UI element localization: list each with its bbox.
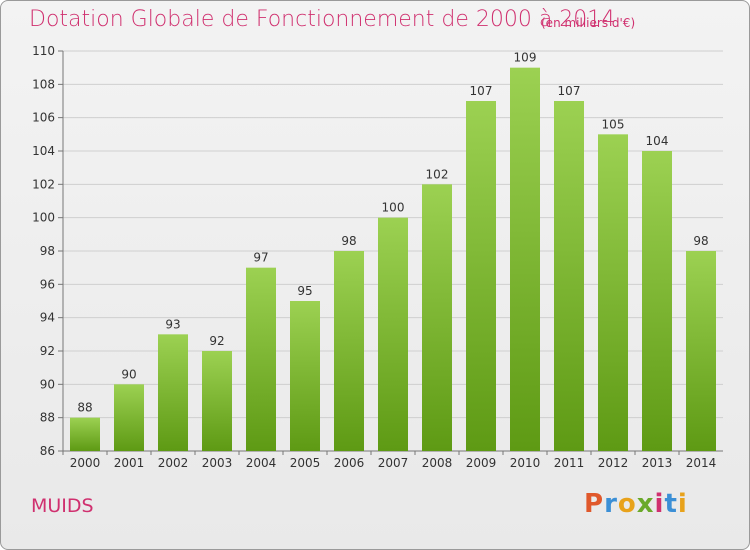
y-tick-label: 102: [32, 177, 55, 191]
y-tick-label: 98: [40, 244, 55, 258]
x-tick-label: 2002: [158, 456, 189, 470]
bar[interactable]: [466, 101, 496, 451]
x-tick-label: 2008: [422, 456, 453, 470]
bar[interactable]: [642, 151, 672, 451]
y-tick-label: 110: [32, 44, 55, 58]
logo-letter: i: [654, 489, 665, 519]
bar[interactable]: [334, 251, 364, 451]
logo-letter: i: [677, 489, 688, 519]
bar[interactable]: [246, 267, 276, 451]
x-tick-label: 2001: [114, 456, 145, 470]
x-tick-label: 2007: [378, 456, 409, 470]
logo-letter: r: [604, 489, 618, 519]
bar[interactable]: [70, 417, 100, 451]
y-tick-label: 106: [32, 111, 55, 125]
chart-subtitle: (en milliers d'€): [541, 16, 636, 30]
bar-value-label: 90: [121, 367, 136, 381]
x-tick-label: 2009: [466, 456, 497, 470]
proxiti-logo[interactable]: Proxiti: [584, 489, 688, 519]
y-tick-label: 94: [40, 311, 55, 325]
bar[interactable]: [158, 334, 188, 451]
bar[interactable]: [378, 217, 408, 451]
y-tick-label: 86: [40, 444, 55, 458]
bar[interactable]: [554, 101, 584, 451]
bar[interactable]: [422, 184, 452, 452]
y-tick-label: 96: [40, 277, 55, 291]
bar-value-label: 92: [209, 334, 224, 348]
y-tick-label: 92: [40, 344, 55, 358]
y-tick-label: 104: [32, 144, 55, 158]
x-tick-label: 2010: [510, 456, 541, 470]
y-tick-label: 108: [32, 77, 55, 91]
y-tick-label: 90: [40, 377, 55, 391]
commune-name: MUIDS: [31, 495, 94, 517]
bar-value-label: 98: [341, 234, 356, 248]
x-tick-label: 2013: [642, 456, 673, 470]
bar[interactable]: [114, 384, 144, 451]
x-tick-label: 2004: [246, 456, 277, 470]
bar-value-label: 88: [77, 401, 92, 415]
label-layer: 86 88 90 92 94 96 98 100 102 104 106 108 110 88 2000 90…: [32, 44, 716, 470]
x-tick-label: 2003: [202, 456, 233, 470]
bar-value-label: 107: [470, 84, 493, 98]
logo-letter: P: [584, 489, 605, 519]
bar[interactable]: [598, 134, 628, 452]
bar-value-label: 93: [165, 317, 180, 331]
bar-value-label: 100: [382, 201, 405, 215]
x-tick-label: 2000: [70, 456, 101, 470]
bar-value-label: 104: [646, 134, 669, 148]
y-tick-label: 100: [32, 211, 55, 225]
y-tick-label: 88: [40, 411, 55, 425]
bar-value-label: 107: [558, 84, 581, 98]
bar[interactable]: [686, 251, 716, 451]
x-tick-label: 2014: [686, 456, 717, 470]
x-tick-label: 2012: [598, 456, 629, 470]
bar[interactable]: [510, 67, 540, 452]
logo-letter: o: [617, 489, 637, 519]
bar-value-label: 98: [693, 234, 708, 248]
bar-value-label: 95: [297, 284, 312, 298]
bar-value-label: 105: [602, 117, 625, 131]
chart-title: Dotation Globale de Fonctionnement de 20…: [29, 7, 616, 32]
x-tick-label: 2006: [334, 456, 365, 470]
logo-letter: t: [664, 489, 678, 519]
x-tick-label: 2005: [290, 456, 321, 470]
bar[interactable]: [202, 351, 232, 451]
bar-value-label: 109: [514, 51, 537, 65]
logo-letter: x: [636, 489, 655, 519]
bar-value-label: 102: [426, 167, 449, 181]
bar[interactable]: [290, 301, 320, 451]
bar-layer: [70, 67, 716, 452]
bar-value-label: 97: [253, 251, 268, 265]
x-tick-label: 2011: [554, 456, 585, 470]
